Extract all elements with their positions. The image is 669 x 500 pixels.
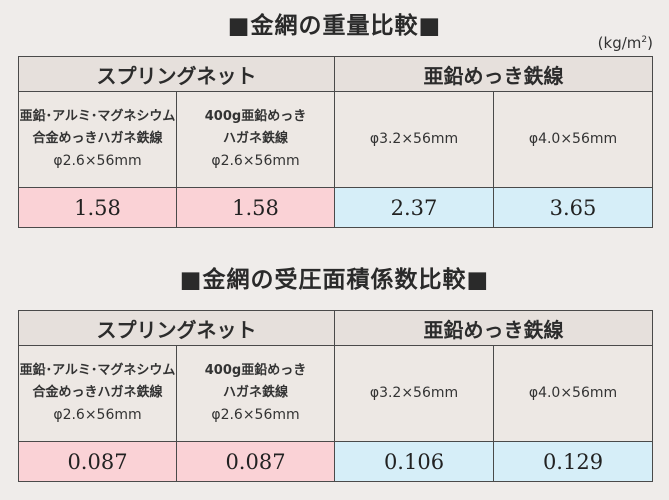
spec-zam-wire: 亜鉛･アルミ･マグネシウム 合金めっきハガネ鉄線 φ2.6×56mm [18, 91, 177, 188]
spec-line2: ハガネ鉄線 [222, 130, 288, 146]
spec-zinc-3-2: φ3.2×56mm [334, 345, 494, 442]
weight-comparison-title: ■金網の重量比較■ [227, 13, 442, 39]
spec-line1: 400g亜鉛めっき [204, 108, 307, 124]
spec-line2: 合金めっきハガネ鉄線 [32, 130, 163, 146]
value-cell: 1.58 [176, 187, 335, 228]
spec-dim: φ2.6×56mm [53, 152, 142, 169]
spec-line1: 亜鉛･アルミ･マグネシウム [19, 362, 176, 378]
header-spring-net: スプリングネット [18, 56, 335, 92]
header-zinc-wire: 亜鉛めっき鉄線 [334, 310, 653, 346]
pressure-area-table: スプリングネット 亜鉛めっき鉄線 亜鉛･アルミ･マグネシウム 合金めっきハガネ鉄… [18, 310, 653, 482]
spec-line1: 亜鉛･アルミ･マグネシウム [19, 108, 176, 124]
unit-close: ) [647, 34, 653, 52]
spec-zinc-4-0: φ4.0×56mm [493, 345, 653, 442]
spec-dim: φ2.6×56mm [53, 406, 142, 423]
spec-dim: φ2.6×56mm [211, 406, 300, 423]
value-cell: 0.087 [18, 441, 177, 482]
spec-zinc-4-0: φ4.0×56mm [493, 91, 653, 188]
unit-label: (kg/m2) [598, 34, 653, 52]
spec-line2: ハガネ鉄線 [222, 384, 288, 400]
pressure-area-title: ■金網の受圧面積係数比較■ [179, 267, 490, 293]
spec-dim: φ2.6×56mm [211, 152, 300, 169]
spec-400g-wire: 400g亜鉛めっき ハガネ鉄線 φ2.6×56mm [176, 91, 335, 188]
header-spring-net: スプリングネット [18, 310, 335, 346]
spec-zam-wire: 亜鉛･アルミ･マグネシウム 合金めっきハガネ鉄線 φ2.6×56mm [18, 345, 177, 442]
weight-comparison-table: スプリングネット 亜鉛めっき鉄線 亜鉛･アルミ･マグネシウム 合金めっきハガネ鉄… [18, 56, 653, 228]
unit-exponent: 2 [641, 35, 648, 45]
value-cell: 0.129 [493, 441, 653, 482]
value-cell: 0.106 [334, 441, 494, 482]
spec-line1: 400g亜鉛めっき [204, 362, 307, 378]
value-cell: 1.58 [18, 187, 177, 228]
unit-base: (kg/m [597, 34, 642, 52]
spec-400g-wire: 400g亜鉛めっき ハガネ鉄線 φ2.6×56mm [176, 345, 335, 442]
value-cell: 3.65 [493, 187, 653, 228]
header-zinc-wire: 亜鉛めっき鉄線 [334, 56, 653, 92]
spec-zinc-3-2: φ3.2×56mm [334, 91, 494, 188]
value-cell: 0.087 [176, 441, 335, 482]
spec-line2: 合金めっきハガネ鉄線 [32, 384, 163, 400]
value-cell: 2.37 [334, 187, 494, 228]
